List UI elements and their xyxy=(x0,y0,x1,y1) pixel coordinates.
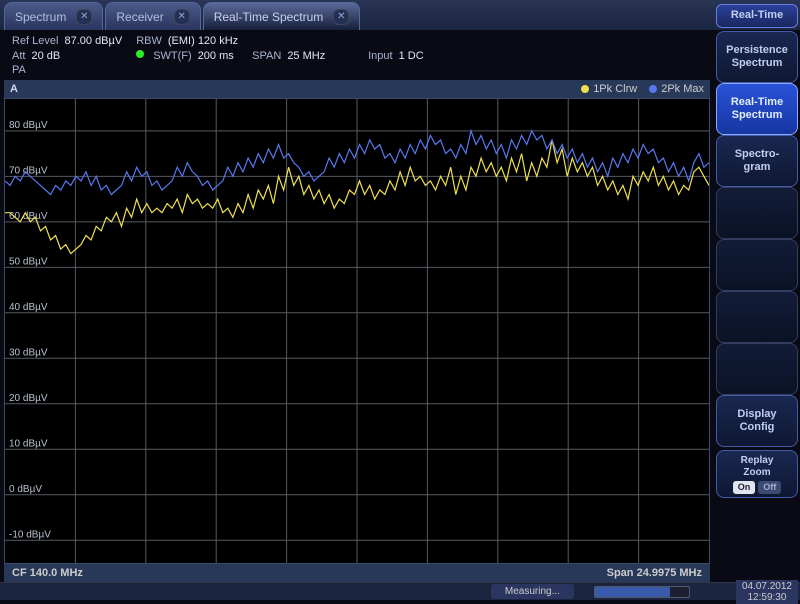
svg-text:0 dBµV: 0 dBµV xyxy=(9,484,42,495)
chart-header: A 1Pk Clrw 2Pk Max xyxy=(4,80,710,98)
zoom-on[interactable]: On xyxy=(733,481,756,494)
status-measuring: Measuring... xyxy=(491,584,574,599)
param-value: 1 DC xyxy=(399,50,424,63)
date: 04.07.2012 xyxy=(742,581,792,592)
param-label: SPAN xyxy=(252,50,281,63)
chart-footer: CF 140.0 MHz Span 24.9975 MHz xyxy=(4,564,710,582)
param-label: Input xyxy=(368,50,392,63)
param-label: PA xyxy=(12,64,26,77)
center-frequency: CF 140.0 MHz xyxy=(12,567,83,579)
zoom-off[interactable]: Off xyxy=(758,481,781,494)
param-label: RBW xyxy=(136,35,162,48)
sidebar-button[interactable]: DisplayConfig xyxy=(716,395,798,447)
chart-svg: -10 dBµV 0 dBµV 10 dBµV 20 dBµV 30 dBµV 40 dB… xyxy=(5,99,709,563)
status-bar: Measuring... 04.07.2012 12:59:30 xyxy=(0,582,800,600)
param-label: SWT(F) xyxy=(153,50,191,63)
svg-text:40 dBµV: 40 dBµV xyxy=(9,302,48,313)
label: Real-Time xyxy=(731,9,783,22)
svg-text:50 dBµV: 50 dBµV xyxy=(9,256,48,267)
param-value: 25 MHz xyxy=(287,50,325,63)
param-value: 87.00 dBµV xyxy=(64,35,122,48)
sidebar-mode-label[interactable]: Real-Time xyxy=(716,4,798,28)
label: ReplayZoom xyxy=(741,455,774,479)
param-label: Att xyxy=(12,50,25,63)
legend-label: 1Pk Clrw xyxy=(593,83,637,95)
close-icon[interactable]: ✕ xyxy=(174,9,190,25)
replay-zoom-button[interactable]: ReplayZoom On Off xyxy=(716,450,798,498)
tabs-bar: Spectrum ✕ Receiver ✕ Real-Time Spectrum… xyxy=(0,0,800,30)
tab-receiver[interactable]: Receiver ✕ xyxy=(105,2,200,30)
parameters-panel: Ref Level 87.00 dBµV RBW (EMI) 120 kHz Att… xyxy=(4,32,710,80)
svg-text:20 dBµV: 20 dBµV xyxy=(9,393,48,404)
legend-dot-icon xyxy=(649,85,657,93)
svg-text:10 dBµV: 10 dBµV xyxy=(9,438,48,449)
progress-bar xyxy=(594,586,690,598)
sidebar-empty-slot xyxy=(716,239,798,291)
svg-text:-10 dBµV: -10 dBµV xyxy=(9,529,51,540)
legend-label: 2Pk Max xyxy=(661,83,704,95)
svg-text:30 dBµV: 30 dBµV xyxy=(9,347,48,358)
sidebar-empty-slot xyxy=(716,187,798,239)
status-dot-icon xyxy=(136,50,144,58)
param-label: Ref Level xyxy=(12,35,58,48)
legend-dot-icon xyxy=(581,85,589,93)
tab-label: Real-Time Spectrum xyxy=(214,10,324,24)
close-icon[interactable]: ✕ xyxy=(333,9,349,25)
legend-item-2: 2Pk Max xyxy=(649,83,704,95)
tab-realtime-spectrum[interactable]: Real-Time Spectrum ✕ xyxy=(203,2,361,30)
tab-label: Receiver xyxy=(116,10,163,24)
close-icon[interactable]: ✕ xyxy=(76,9,92,25)
tab-spectrum[interactable]: Spectrum ✕ xyxy=(4,2,103,30)
spectrum-chart: -10 dBµV 0 dBµV 10 dBµV 20 dBµV 30 dBµV 40 dB… xyxy=(4,98,710,564)
sidebar-button[interactable]: Spectro-gram xyxy=(716,135,798,187)
legend-item-1: 1Pk Clrw xyxy=(581,83,637,95)
param-value: 200 ms xyxy=(198,50,234,63)
param-value: 20 dB xyxy=(31,50,60,63)
span-value: Span 24.9975 MHz xyxy=(607,567,702,579)
param-value: (EMI) 120 kHz xyxy=(168,35,238,48)
tab-label: Spectrum xyxy=(15,10,66,24)
sidebar-button[interactable]: PersistenceSpectrum xyxy=(716,31,798,83)
svg-text:80 dBµV: 80 dBµV xyxy=(9,120,48,131)
sidebar-empty-slot xyxy=(716,343,798,395)
sidebar-empty-slot xyxy=(716,291,798,343)
time: 12:59:30 xyxy=(742,592,792,603)
sidebar-button[interactable]: Real-TimeSpectrum xyxy=(716,83,798,135)
sidebar: Real-Time PersistenceSpectrumReal-TimeSp… xyxy=(716,4,798,498)
chart-title: A xyxy=(10,83,18,95)
